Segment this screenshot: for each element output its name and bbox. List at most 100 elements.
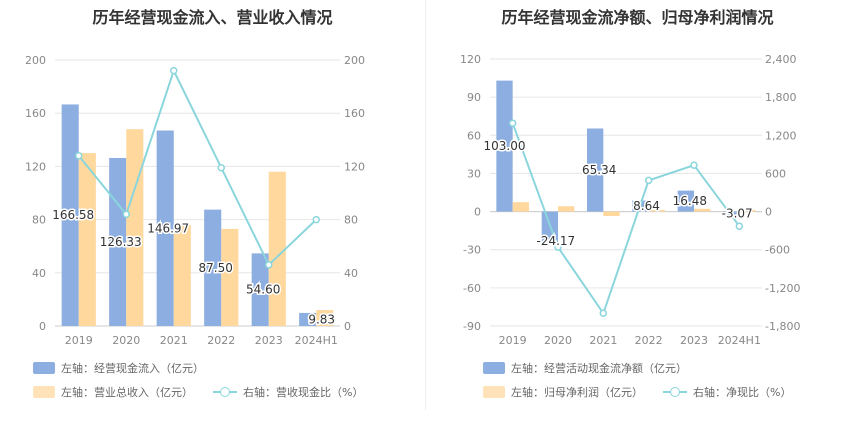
line-point (644, 176, 653, 185)
x-axis-category-label: 2023 (255, 334, 283, 347)
left-axis-tick-label: -60 (463, 282, 481, 295)
line-point (554, 243, 562, 251)
right-axis-tick-label: 0 (765, 206, 772, 219)
left-axis-tick-label: -90 (463, 320, 481, 333)
legend-label: 左轴：经营活动现金流净额（亿元） (511, 362, 687, 375)
right-chart-svg: -90 -60 -30 0 30 60 90 120 -1,800 -1,200 -600 0 600 1… (460, 53, 800, 347)
bar-secondary (694, 208, 711, 212)
left-axis-tick-label: 90 (467, 91, 481, 104)
bar-secondary (316, 310, 334, 326)
right-legend-row-2: 左轴：归母净利润（亿元） 右轴：净现比（%） (483, 384, 805, 400)
legend-line-icon (213, 386, 237, 398)
legend-item-operating-cash-net[interactable]: 左轴：经营活动现金流净额（亿元） (483, 360, 687, 376)
bar-data-label: 103.00 (484, 139, 526, 153)
bar-secondary (268, 171, 286, 326)
bar-primary (587, 128, 604, 212)
legend-item-cash-inflow[interactable]: 左轴：经营现金流入（亿元） (33, 360, 204, 376)
line-point (122, 210, 130, 219)
left-axis-tick-label: 120 (25, 160, 46, 173)
legend-swatch-orange (33, 386, 55, 398)
legend-item-net-cash-ratio[interactable]: 右轴：净现比（%） (663, 384, 791, 400)
left-axis-tick-label: -30 (463, 244, 481, 257)
right-axis-tick-label: 200 (344, 54, 365, 67)
legend-label: 左轴：营业总收入（亿元） (61, 386, 193, 399)
bar-data-label: 166.58 (52, 208, 94, 222)
bar-data-label: -24.17 (536, 234, 575, 248)
line-series (77, 67, 317, 267)
left-axis-tick-label: 0 (39, 320, 46, 333)
left-axis-tick-label: 40 (32, 267, 46, 280)
legend-item-net-profit[interactable]: 左轴：归母净利润（亿元） (483, 384, 643, 400)
right-axis-tick-label: -600 (765, 244, 790, 257)
bar-data-label: 87.50 (199, 261, 233, 275)
line-point (599, 309, 608, 318)
line-series (511, 122, 741, 316)
right-axis-tick-label: -1,800 (765, 320, 800, 333)
bar-secondary (648, 210, 665, 212)
left-axis-tick-label: 60 (467, 129, 481, 142)
right-axis-tick-label: 2,400 (765, 53, 797, 66)
legend-label: 左轴：归母净利润（亿元） (511, 386, 643, 399)
bar-primary (677, 190, 694, 212)
line-point (508, 119, 517, 127)
left-axis-tick-label: 200 (25, 54, 46, 67)
left-chart-title: 历年经营现金流入、营业收入情况 (92, 8, 333, 27)
x-axis-category-label: 2024H1 (295, 334, 338, 347)
line-point (312, 215, 320, 224)
left-axis-tick-label: 120 (460, 53, 481, 66)
right-axis-tick-label: -1,200 (765, 282, 800, 295)
bar-data-label: 8.64 (633, 199, 660, 213)
bar-primary (723, 211, 740, 216)
legend-swatch-blue (483, 362, 505, 374)
line-point (217, 163, 225, 172)
legend-item-revenue[interactable]: 左轴：营业总收入（亿元） (33, 384, 193, 400)
bar-secondary (78, 153, 96, 326)
bar-data-label: 9.83 (308, 312, 335, 326)
bar-secondary (558, 206, 575, 212)
bar-secondary (221, 228, 239, 326)
bar-data-label: -3.07 (722, 207, 753, 221)
bar-primary (156, 130, 174, 326)
bar-secondary (739, 209, 756, 212)
line-point (735, 222, 744, 230)
legend-line-icon (663, 386, 687, 398)
x-axis-category-label: 2022 (207, 334, 235, 347)
right-axis-tick-label: 600 (765, 167, 786, 180)
right-axis-tick-label: 80 (344, 214, 358, 227)
line-point (690, 161, 698, 169)
panel-divider (425, 0, 426, 410)
x-axis-category-label: 2024H1 (718, 334, 761, 347)
x-axis-category-label: 2021 (160, 334, 188, 347)
bar-secondary (126, 129, 144, 326)
x-axis-category-label: 2021 (589, 334, 617, 347)
left-legend-row-2: 左轴：营业总收入（亿元） 右轴：营收现金比（%） (33, 384, 377, 400)
left-chart-panel: 历年经营现金流入、营业收入情况 0 40 80 120 160 200 0 40 80 120 16… (25, 8, 377, 400)
legend-swatch-orange (483, 386, 505, 398)
right-axis-tick-label: 160 (344, 107, 365, 120)
bar-data-label: 16.48 (673, 194, 707, 208)
bar-primary (251, 253, 269, 326)
bar-secondary (512, 202, 529, 212)
bar-data-label: 54.60 (246, 283, 280, 297)
line-point (265, 261, 273, 269)
bar-primary (299, 312, 317, 326)
bar-primary (496, 80, 513, 212)
legend-item-revenue-cash-ratio[interactable]: 右轴：营收现金比（%） (213, 384, 363, 400)
right-axis-tick-label: 120 (344, 160, 365, 173)
x-axis-category-label: 2023 (680, 334, 708, 347)
bar-secondary (173, 224, 191, 326)
right-chart-panel: 历年经营现金流净额、归母净利润情况 -90 -60 -30 0 30 60 90 120 -1,… (425, 0, 850, 437)
right-axis-tick-label: 0 (344, 320, 351, 333)
right-axis-tick-label: 40 (344, 267, 358, 280)
right-chart-title: 历年经营现金流净额、归母净利润情况 (501, 8, 774, 27)
x-axis-category-label: 2020 (544, 334, 572, 347)
bar-data-label: 65.34 (582, 163, 616, 177)
bar-secondary (603, 211, 620, 217)
legend-label: 右轴：净现比（%） (693, 386, 792, 399)
x-axis-category-label: 2019 (499, 334, 527, 347)
bar-data-label: 126.33 (100, 235, 142, 249)
line-point (75, 152, 83, 160)
legend-label: 左轴：经营现金流入（亿元） (61, 362, 204, 375)
left-axis-tick-label: 0 (474, 206, 481, 219)
left-axis-tick-label: 80 (32, 214, 46, 227)
